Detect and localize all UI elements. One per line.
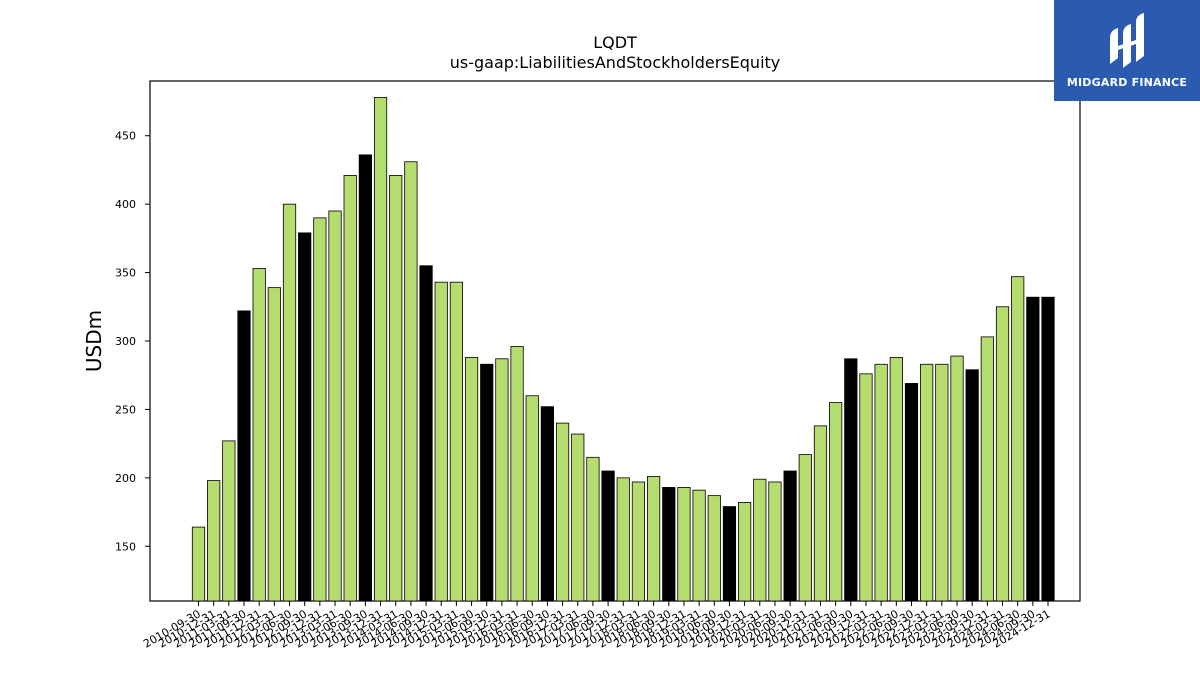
bar-2023-12-31 [980, 336, 994, 602]
bars [191, 97, 1055, 602]
bar-2013-03-31 [328, 210, 342, 602]
chart-title: LQDT [593, 33, 637, 52]
bar-2021-09-30 [844, 358, 858, 602]
bar-2014-12-31 [434, 281, 448, 602]
bar-2012-06-30 [282, 203, 297, 602]
bar-2019-03-31 [692, 489, 706, 602]
bar-2017-03-31 [571, 433, 585, 602]
bar-2011-03-31 [222, 440, 236, 602]
bar-2019-12-31 [738, 502, 752, 602]
chart-subtitle: us-gaap:LiabilitiesAndStockholdersEquity [450, 53, 781, 72]
bar-2021-03-31 [813, 425, 828, 602]
bar-2011-12-31 [252, 268, 266, 602]
bar-2015-06-30 [464, 357, 479, 602]
y-tick-label: 150 [115, 540, 136, 553]
bar-2020-06-30 [768, 481, 782, 602]
bar-2024-06-30 [1011, 276, 1025, 602]
bar-2016-12-31 [555, 422, 570, 602]
bar-2021-06-30 [829, 402, 843, 602]
bar-2019-06-30 [707, 495, 721, 602]
bar-2012-12-31 [313, 217, 327, 602]
bar-2017-12-31 [616, 477, 630, 602]
bar-2022-03-31 [874, 363, 888, 602]
bar-2023-03-31 [935, 363, 949, 602]
y-tick-label: 450 [115, 130, 136, 143]
logo-mark-icon [1110, 13, 1144, 68]
bar-2017-09-30 [601, 470, 615, 602]
bar-2023-06-30 [950, 355, 964, 602]
bar-2022-06-30 [889, 357, 903, 602]
bar-2020-03-31 [753, 478, 767, 602]
bar-2022-09-30 [904, 383, 919, 602]
bar-2018-06-30 [647, 476, 661, 602]
bar-2012-09-30 [298, 232, 312, 602]
bar-2015-03-31 [449, 281, 463, 602]
bar-2024-03-31 [995, 306, 1010, 602]
y-axis: 150 200 250 300 350 400 450 [115, 130, 150, 553]
bar-2015-09-30 [480, 363, 494, 602]
bar-2017-06-30 [586, 456, 600, 602]
logo-text: MIDGARD FINANCE [1066, 76, 1188, 89]
bar-2011-09-30 [237, 310, 251, 602]
bar-2019-09-30 [722, 506, 737, 602]
bar-2022-12-31 [920, 363, 934, 602]
bar-2024-09-30 [1026, 296, 1040, 602]
y-tick-label: 200 [115, 472, 136, 485]
bar-2023-09-30 [965, 369, 979, 602]
bar-2024-12-31 [1041, 296, 1055, 602]
bar-2012-03-31 [267, 287, 281, 602]
bar-2016-06-30 [525, 395, 539, 602]
y-tick-label: 300 [115, 335, 136, 348]
x-axis: 2010-09-302010-12-312011-03-312011-09-30… [141, 601, 1053, 651]
bar-2020-09-30 [783, 470, 797, 602]
bar-2018-09-30 [662, 487, 676, 602]
bar-2015-12-31 [495, 358, 509, 602]
bar-2014-03-31 [389, 175, 403, 602]
bar-2010-12-31 [207, 480, 221, 602]
midgard-finance-logo: MIDGARD FINANCE [1054, 0, 1200, 101]
bar-2020-12-31 [798, 454, 812, 602]
bar-2021-12-31 [859, 373, 873, 602]
bar-2010-09-30 [191, 526, 206, 602]
y-tick-label: 400 [115, 198, 136, 211]
y-tick-label: 250 [115, 403, 136, 416]
bar-2014-06-30 [404, 161, 418, 602]
bar-2018-12-31 [677, 487, 691, 602]
bar-2016-03-31 [510, 346, 524, 602]
bar-2013-09-30 [358, 154, 372, 602]
bar-2014-09-30 [419, 265, 433, 602]
bar-2018-03-31 [631, 481, 646, 602]
y-tick-label: 350 [115, 267, 136, 280]
bar-2013-06-30 [343, 175, 357, 602]
y-axis-label: USDm [82, 310, 106, 372]
bar-2016-09-30 [540, 406, 555, 602]
bar-2013-12-31 [373, 97, 388, 602]
